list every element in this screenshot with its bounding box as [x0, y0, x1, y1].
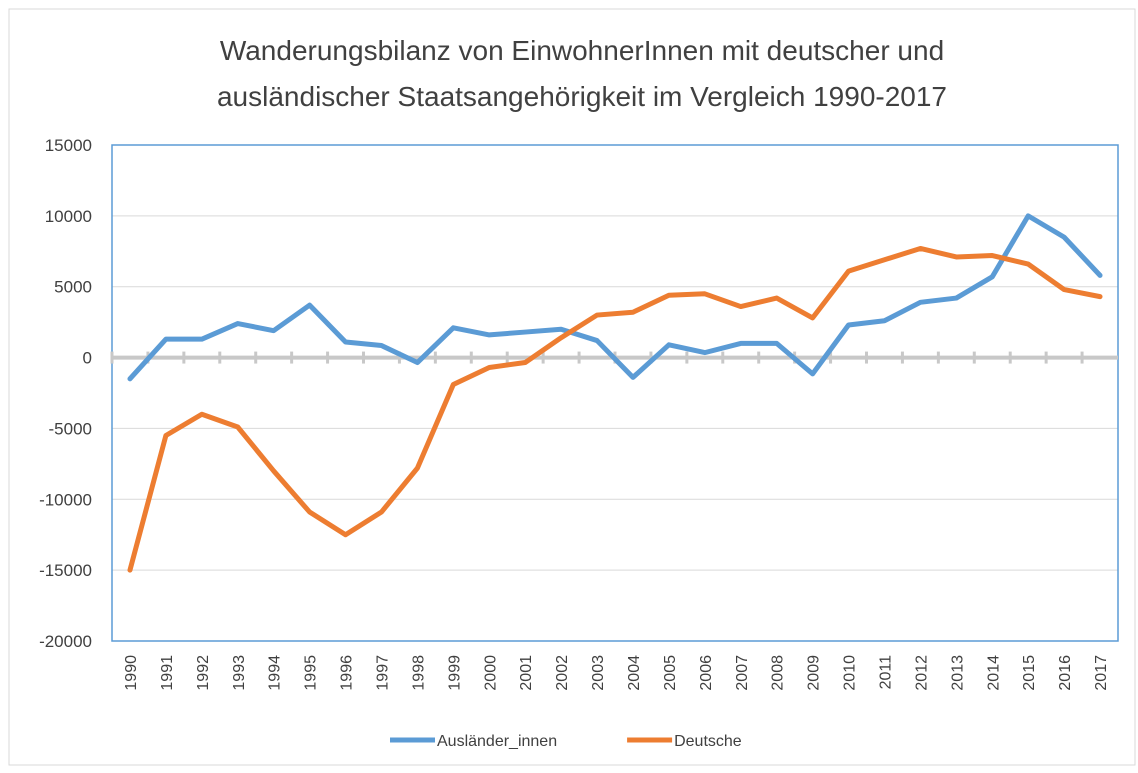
x-tick-label: 1999: [446, 655, 463, 691]
x-tick-label: 1994: [267, 655, 284, 691]
y-tick-label: 0: [83, 349, 92, 368]
y-tick-label: 10000: [45, 207, 92, 226]
chart-title: ausländischer Staatsangehörigkeit im Ver…: [217, 81, 947, 112]
x-tick-label: 1998: [410, 655, 427, 691]
x-tick-label: 1993: [231, 655, 248, 691]
x-tick-label: 1997: [374, 655, 391, 691]
plot-frame: [111, 144, 1119, 642]
x-tick-label: 2000: [482, 655, 499, 691]
x-tick-label: 2011: [877, 655, 894, 690]
legend-label: Deutsche: [674, 733, 742, 750]
x-tick-label: 1996: [339, 655, 356, 691]
x-tick-label: 2005: [662, 655, 679, 691]
legend-label: Ausländer_innen: [437, 733, 557, 750]
x-tick-label: 2004: [626, 655, 643, 691]
x-tick-label: 2008: [770, 655, 787, 691]
y-tick-label: 15000: [45, 136, 92, 155]
x-tick-label: 2007: [734, 655, 751, 691]
x-tick-label: 2016: [1057, 655, 1074, 691]
x-tick-label: 2015: [1021, 655, 1038, 691]
x-tick-label: 1995: [303, 655, 320, 691]
series-line: [127, 245, 1103, 573]
chart-title: Wanderungsbilanz von EinwohnerInnen mit …: [220, 35, 944, 66]
y-tick-label: -15000: [39, 561, 92, 580]
series-line: [127, 213, 1103, 382]
y-tick-label: -20000: [39, 632, 92, 651]
chart-frame: [8, 8, 1136, 766]
x-tick-label: 2001: [518, 655, 535, 691]
x-tick-label: 2006: [698, 655, 715, 691]
x-tick-label: 2002: [554, 655, 571, 691]
x-tick-label: 2013: [949, 655, 966, 691]
y-tick-label: 5000: [54, 278, 92, 297]
x-tick-label: 1990: [123, 655, 140, 691]
x-tick-label: 2014: [985, 655, 1002, 691]
y-tick-label: -10000: [39, 490, 92, 509]
x-tick-label: 2009: [806, 655, 823, 691]
x-tick-label: 2017: [1093, 655, 1110, 691]
x-tick-label: 2012: [913, 655, 930, 691]
x-tick-label: 2010: [842, 655, 859, 691]
x-tick-label: 1991: [159, 655, 176, 691]
x-tick-label: 2003: [590, 655, 607, 691]
x-tick-label: 1992: [195, 655, 212, 691]
y-tick-label: -5000: [49, 419, 92, 438]
